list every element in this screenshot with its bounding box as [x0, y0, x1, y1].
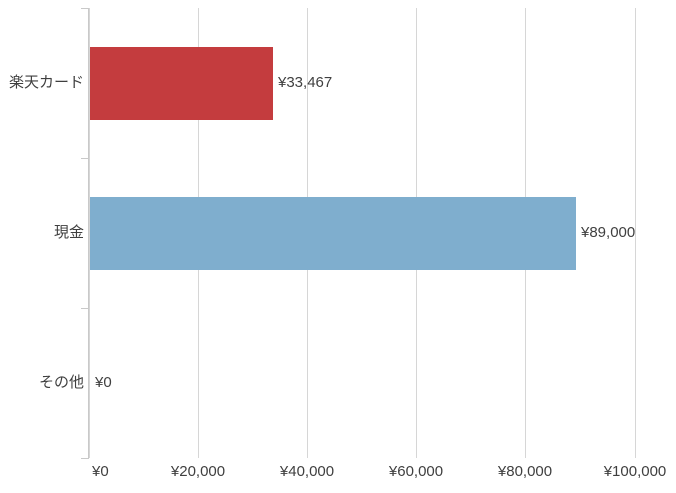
- category-label-2: その他: [38, 374, 84, 391]
- x-axis-tick-label: ¥20,000: [170, 463, 226, 480]
- value-label-1: ¥89,000: [581, 224, 636, 241]
- x-axis-tick-label: ¥0: [92, 463, 109, 480]
- category-label-1: 現金: [53, 224, 84, 241]
- x-axis-tick-label: ¥100,000: [603, 463, 667, 480]
- gridline-x-100000: [635, 8, 636, 458]
- bar-1: [90, 197, 576, 270]
- y-axis-tick: [81, 308, 89, 309]
- bar-0: [90, 47, 273, 120]
- x-axis-tick-label: ¥40,000: [279, 463, 335, 480]
- y-axis-tick: [81, 8, 89, 9]
- x-axis-tick-label: ¥80,000: [497, 463, 553, 480]
- y-axis-tick: [81, 458, 89, 459]
- category-label-0: 楽天カード: [8, 74, 84, 91]
- value-label-0: ¥33,467: [278, 74, 333, 91]
- y-axis-tick: [81, 158, 89, 159]
- value-label-2: ¥0: [95, 374, 112, 391]
- x-axis-tick-label: ¥60,000: [388, 463, 444, 480]
- gridline-x-0: [89, 8, 90, 458]
- y-axis-line: [88, 8, 89, 458]
